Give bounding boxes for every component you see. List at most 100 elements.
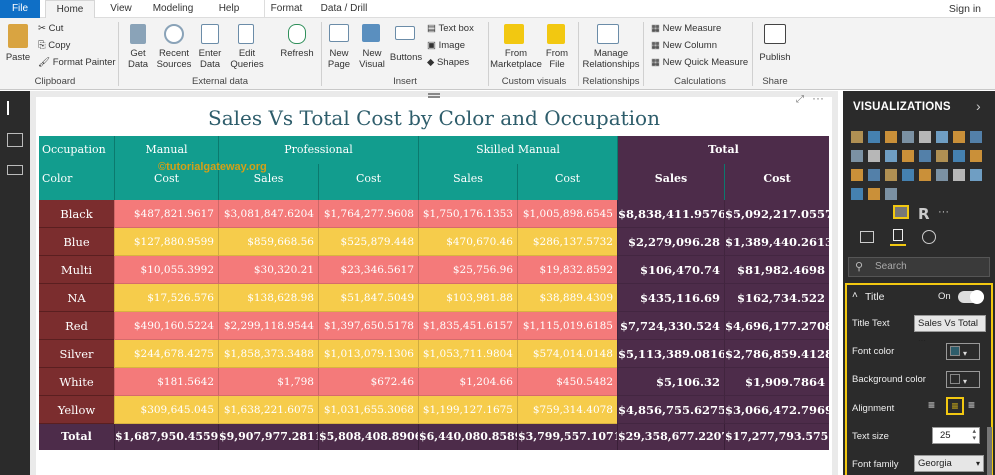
collapse-chevron-icon[interactable]: ˄ [852, 290, 858, 301]
visual-type-icon[interactable] [936, 131, 948, 143]
new-visual-icon [362, 24, 380, 42]
tab-format[interactable]: Format [264, 0, 308, 18]
edit-queries-button[interactable]: Edit Queries [230, 48, 264, 70]
more-visuals-icon[interactable]: ··· [938, 206, 949, 218]
pane-scrollbar[interactable] [987, 427, 992, 475]
visual-type-icon[interactable] [919, 169, 931, 181]
chevron-right-icon[interactable]: › [976, 98, 981, 114]
table-cell: $81,982.4698 [724, 256, 829, 284]
report-view-icon[interactable] [7, 101, 23, 115]
new-measure-button[interactable]: ▦ New Measure [651, 23, 721, 35]
visual-type-icon[interactable] [885, 150, 897, 162]
tab-home[interactable]: Home [45, 0, 95, 18]
from-file-button[interactable]: From File [545, 48, 569, 70]
manage-relationships-button[interactable]: Manage Relationships [582, 48, 640, 70]
r-visual-icon[interactable]: R [918, 205, 930, 223]
visual-type-icon[interactable] [868, 150, 880, 162]
total-cell: $9,907,977.2811 [218, 424, 318, 450]
tab-help[interactable]: Help [218, 3, 240, 14]
visual-type-icon[interactable] [953, 131, 965, 143]
visual-type-icon[interactable] [868, 188, 880, 200]
sign-in-link[interactable]: Sign in [948, 3, 981, 15]
new-visual-button[interactable]: New Visual [359, 48, 385, 70]
new-quick-measure-button[interactable]: ▦ New Quick Measure [651, 57, 748, 69]
data-view-icon[interactable] [7, 133, 23, 147]
format-tab[interactable] [890, 228, 906, 246]
search-icon: ⚲ [855, 261, 864, 273]
ribbon: Paste ✂ Cut ⎘ Copy 🖌 Format Painter Clip… [0, 18, 995, 90]
color-swatch [950, 374, 960, 384]
copy-label: Copy [48, 40, 71, 51]
paste-button[interactable]: Paste [5, 52, 31, 63]
visual-type-icon[interactable] [902, 131, 914, 143]
visual-type-icon[interactable] [851, 188, 863, 200]
background-color-picker[interactable]: ▾ [946, 371, 980, 388]
fields-tab-icon[interactable] [860, 231, 874, 243]
row-header-color: Color [39, 164, 114, 200]
table-cell: $2,786,859.4128 [724, 340, 829, 368]
pane-search-input[interactable]: ⚲ Search [848, 257, 990, 277]
text-size-stepper[interactable]: 25 ▴ ▾ [932, 427, 980, 444]
visual-type-icon[interactable] [919, 131, 931, 143]
focus-mode-icon[interactable]: ⤢ [796, 94, 804, 105]
drag-handle-icon[interactable] [428, 93, 440, 98]
visual-type-icon[interactable] [953, 150, 965, 162]
tab-view[interactable]: View [110, 3, 132, 14]
image-button[interactable]: ▣ Image [427, 40, 465, 52]
buttons-button[interactable]: Buttons [389, 52, 423, 63]
copy-button[interactable]: ⎘ Copy [38, 40, 70, 52]
recent-sources-button[interactable]: Recent Sources [156, 48, 192, 70]
table-cell: $2,299,118.9544 [218, 312, 318, 340]
from-marketplace-button[interactable]: From Marketplace [490, 48, 542, 70]
title-toggle[interactable] [958, 290, 984, 304]
dropdown-arrow-icon: ▾ [975, 459, 980, 468]
visual-type-icon[interactable] [902, 150, 914, 162]
visual-type-icon[interactable] [936, 150, 948, 162]
visual-type-icon[interactable] [970, 150, 982, 162]
more-options-icon[interactable]: ··· [812, 91, 824, 105]
table-cell: $487,821.9617 [114, 200, 218, 228]
visual-type-icon[interactable] [868, 131, 880, 143]
shapes-button[interactable]: ◆ Shapes [427, 57, 469, 69]
format-painter-button[interactable]: 🖌 Format Painter [38, 57, 116, 69]
align-center-icon[interactable]: ≡ [946, 397, 964, 415]
get-data-button[interactable]: Get Data [127, 48, 149, 70]
visual-type-icon[interactable] [902, 169, 914, 181]
text-box-label: Text box [438, 23, 474, 34]
buttons-icon [395, 26, 415, 40]
visual-type-icon[interactable] [970, 169, 982, 181]
visual-type-icon[interactable] [851, 169, 863, 181]
tab-file[interactable]: File [0, 0, 40, 18]
tab-data-drill[interactable]: Data / Drill [320, 3, 368, 14]
title-section-label[interactable]: Title [865, 291, 885, 303]
visual-type-icon[interactable] [851, 131, 863, 143]
visual-type-icon[interactable] [936, 169, 948, 181]
visual-type-icon[interactable] [970, 131, 982, 143]
align-right-icon[interactable]: ≡ [968, 398, 976, 412]
enter-data-button[interactable]: Enter Data [198, 48, 222, 70]
tab-modeling[interactable]: Modeling [152, 3, 194, 14]
matrix-visual-icon[interactable] [893, 205, 909, 219]
model-view-icon[interactable] [7, 165, 23, 175]
cut-button[interactable]: ✂ Cut [38, 23, 63, 35]
visual-type-icon[interactable] [868, 169, 880, 181]
new-column-button[interactable]: ▦ New Column [651, 40, 717, 52]
stepper-arrows-icon[interactable]: ▴ ▾ [972, 428, 976, 442]
new-page-button[interactable]: New Page [327, 48, 351, 70]
text-box-button[interactable]: ▤ Text box [427, 23, 474, 35]
watermark: ©tutorialgateway.org [158, 161, 267, 173]
visual-type-icon[interactable] [885, 188, 897, 200]
table-cell: $7,724,330.524 [617, 312, 724, 340]
title-text-field[interactable]: Sales Vs Total ... [914, 315, 986, 344]
analytics-tab-icon[interactable] [922, 230, 936, 244]
publish-button[interactable]: Publish [759, 52, 791, 63]
refresh-button[interactable]: Refresh [280, 48, 314, 59]
visual-type-icon[interactable] [885, 131, 897, 143]
visual-type-icon[interactable] [953, 169, 965, 181]
visual-type-icon[interactable] [919, 150, 931, 162]
align-left-icon[interactable]: ≡ [928, 398, 936, 412]
font-color-picker[interactable]: ▾ [946, 343, 980, 360]
font-family-select[interactable]: Georgia ▾ [914, 455, 984, 472]
visual-type-icon[interactable] [885, 169, 897, 181]
visual-type-icon[interactable] [851, 150, 863, 162]
